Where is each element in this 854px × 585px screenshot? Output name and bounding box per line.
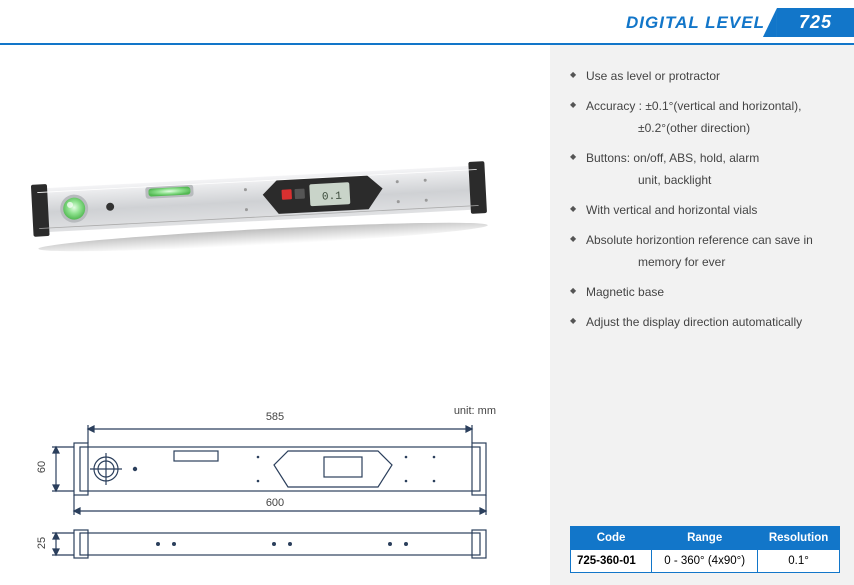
dim-60: 60 [36,457,48,477]
spec-header: Code [571,527,652,550]
header-title: DIGITAL LEVEL [0,13,777,33]
spec-header: Resolution [758,527,840,550]
dimension-diagram: unit: mm [40,405,500,575]
dim-600: 600 [250,497,300,509]
dim-25: 25 [36,533,48,553]
feature-item: Absolute horizontion reference can save … [570,231,840,249]
feature-item: Buttons: on/off, ABS, hold, alarm [570,149,840,167]
feature-list: Use as level or protractor Accuracy : ±0.… [570,67,840,343]
feature-item: Magnetic base [570,283,840,301]
diagram-unit-label: unit: mm [454,405,496,417]
feature-item: Accuracy : ±0.1°(vertical and horizontal… [570,97,840,115]
spec-header: Range [652,527,758,550]
dim-585: 585 [250,411,300,423]
feature-item: memory for ever [570,253,840,271]
content: 0.1 unit: mm [0,45,854,585]
left-panel: 0.1 unit: mm [0,45,550,585]
spec-table: CodeRangeResolution 725-360-010 - 360° (… [570,526,840,573]
spec-row: 725-360-010 - 360° (4x90°)0.1° [571,550,840,573]
feature-item: ±0.2°(other direction) [570,119,840,137]
product-photo: 0.1 [18,135,498,265]
feature-item: Use as level or protractor [570,67,840,85]
header-code: 725 [777,8,854,37]
spec-cell: 725-360-01 [571,550,652,573]
page-header: DIGITAL LEVEL 725 [0,0,854,43]
feature-item: Adjust the display direction automatical… [570,313,840,331]
spec-cell: 0.1° [758,550,840,573]
spec-cell: 0 - 360° (4x90°) [652,550,758,573]
feature-item: unit, backlight [570,171,840,189]
svg-text:0.1: 0.1 [322,191,343,204]
right-panel: Use as level or protractor Accuracy : ±0.… [550,45,854,585]
feature-item: With vertical and horizontal vials [570,201,840,219]
